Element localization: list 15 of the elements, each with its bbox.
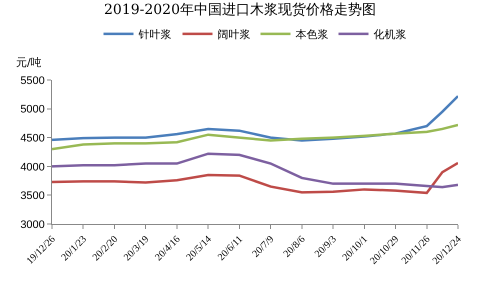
legend-label: 针叶浆 [138, 28, 172, 42]
chart-title: 2019-2020年中国进口木浆现货价格走势图 [104, 2, 376, 18]
y-tick-label: 3500 [20, 190, 45, 202]
y-axis-title: 元/吨 [16, 56, 42, 69]
y-tick-label: 5000 [20, 104, 45, 116]
y-tick-label: 4500 [20, 132, 45, 144]
line-series [52, 152, 458, 188]
line-series [52, 124, 458, 150]
legend-label: 化机浆 [374, 28, 406, 42]
line-series [52, 162, 458, 194]
y-tick-label: 5500 [20, 74, 45, 87]
legend-label: 阔叶浆 [218, 28, 250, 42]
legend-label: 本色浆 [296, 28, 328, 42]
y-tick-label: 4000 [20, 161, 45, 174]
y-tick-label: 3000 [20, 218, 45, 231]
